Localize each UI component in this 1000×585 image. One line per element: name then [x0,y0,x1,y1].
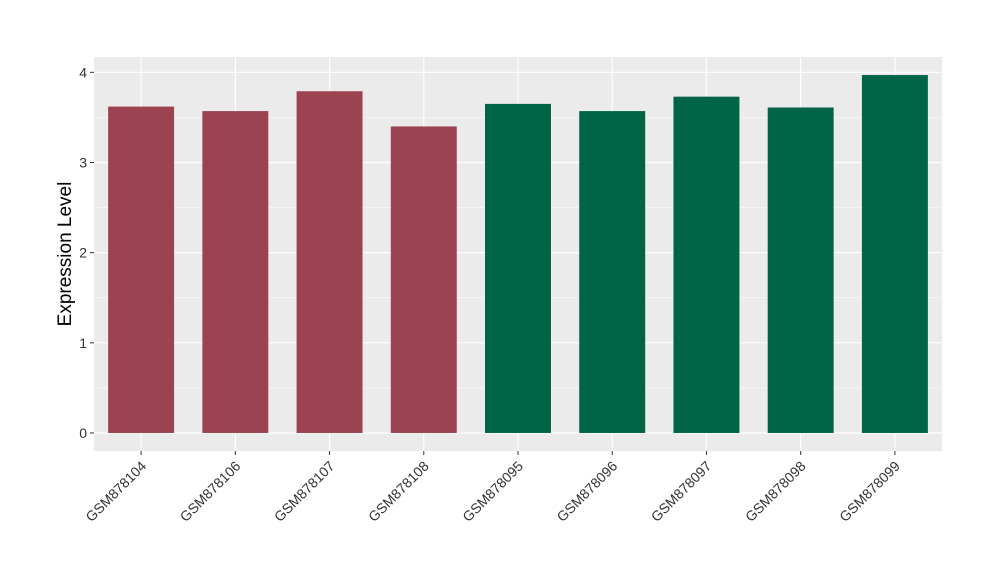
bar-GSM878095 [485,103,551,433]
x-tick-label: GSM878099 [836,458,903,525]
x-tick-label: GSM878104 [82,458,149,525]
bar-GSM878106 [202,111,269,433]
y-tick-label: 3 [79,154,87,170]
bar-GSM878099 [861,75,928,433]
bar-GSM878097 [673,96,740,433]
y-axis-label: Expression Level [55,182,76,327]
x-tick-label: GSM878096 [553,458,620,525]
y-tick-label: 2 [79,245,87,261]
y-tick-label: 1 [79,335,87,351]
x-tick-label: GSM878108 [365,458,432,525]
x-tick-label: GSM878107 [271,458,338,525]
bar-GSM878098 [767,107,834,433]
bar-GSM878108 [390,126,457,433]
bar-GSM878104 [108,106,175,433]
y-tick-label: 0 [79,425,87,441]
bar-GSM878107 [296,91,363,433]
x-tick-label: GSM878095 [459,458,526,525]
y-tick-label: 4 [79,64,87,80]
x-tick-label: GSM878106 [177,458,244,525]
bar-GSM878096 [579,111,646,433]
x-tick-label: GSM878097 [648,458,715,525]
x-tick-label: GSM878098 [742,458,809,525]
